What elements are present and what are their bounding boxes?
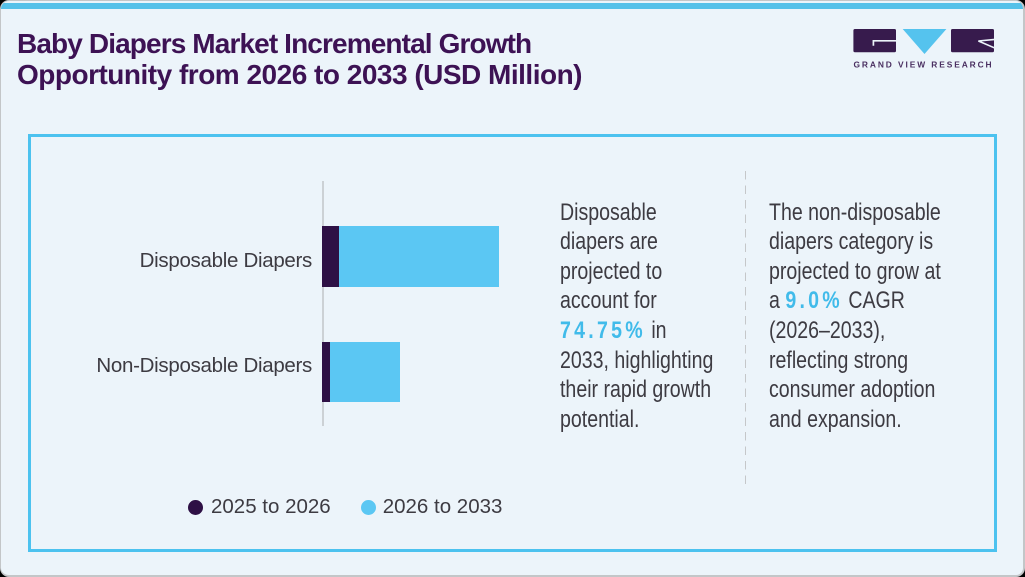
svg-text:GRAND VIEW RESEARCH: GRAND VIEW RESEARCH xyxy=(854,60,994,70)
